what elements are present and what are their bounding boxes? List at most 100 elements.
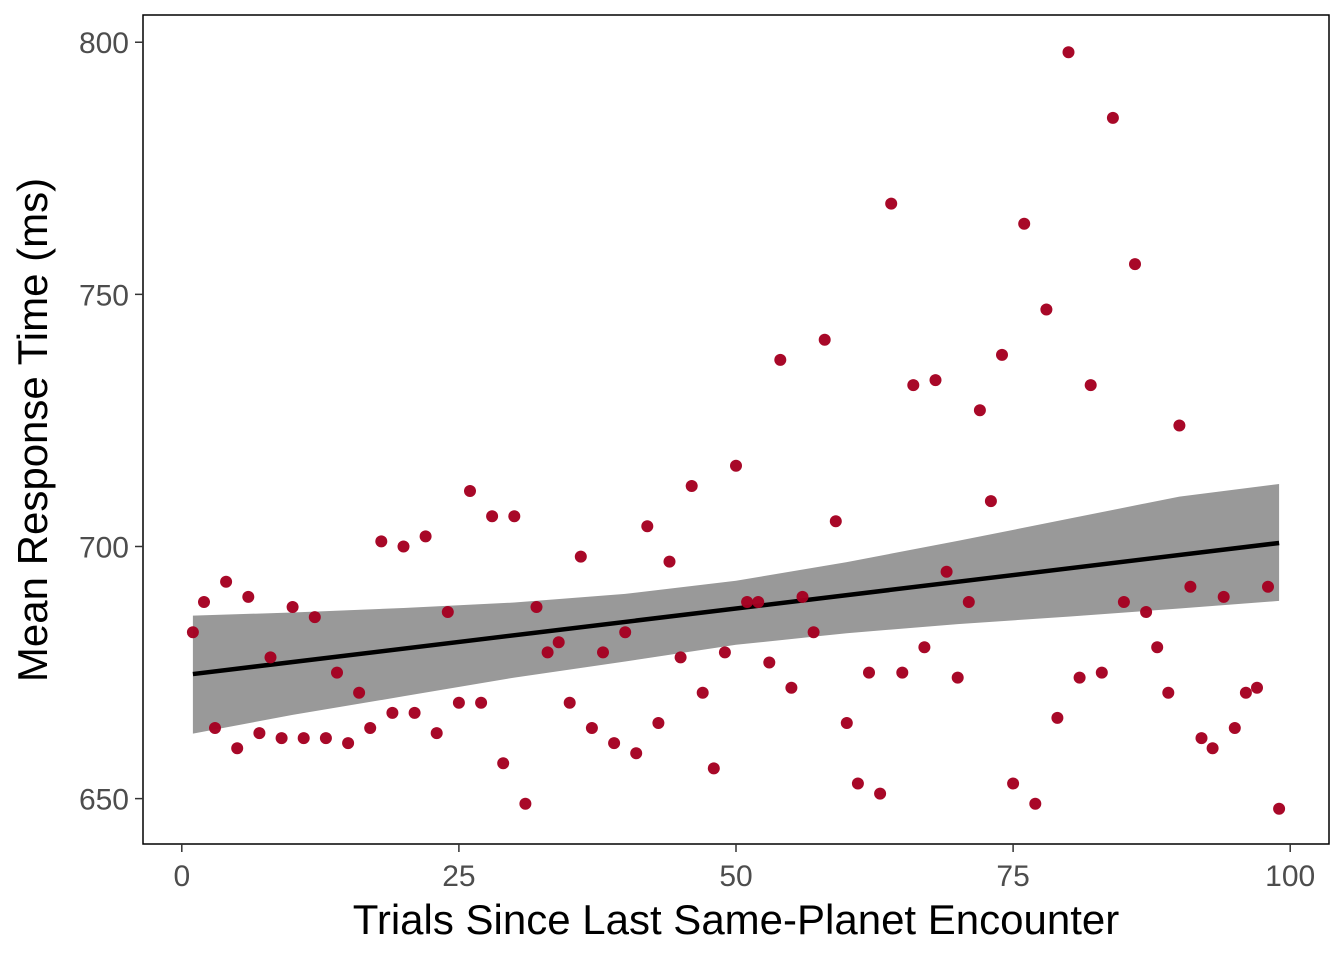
data-point <box>597 646 609 659</box>
data-point <box>209 722 221 734</box>
data-point <box>707 762 720 775</box>
data-point <box>541 646 554 659</box>
data-point <box>319 732 332 745</box>
data-point <box>1095 666 1108 679</box>
data-point <box>1251 681 1263 694</box>
data-point <box>785 681 798 694</box>
data-point <box>829 515 842 528</box>
data-point <box>408 706 421 719</box>
data-point <box>198 596 210 608</box>
data-point <box>1018 217 1031 230</box>
data-point <box>896 666 909 679</box>
data-point <box>907 379 920 392</box>
data-point <box>696 686 709 699</box>
points-layer <box>186 46 1286 815</box>
fit-line-layer <box>192 540 1280 677</box>
data-point <box>286 601 299 613</box>
data-point <box>741 596 754 608</box>
data-point <box>397 540 410 553</box>
data-point <box>1151 641 1164 654</box>
data-point <box>619 626 632 639</box>
data-point <box>630 747 643 760</box>
data-point <box>375 535 388 548</box>
data-point <box>984 495 997 508</box>
data-point <box>364 722 377 734</box>
data-point <box>1007 777 1020 790</box>
data-point <box>242 590 255 603</box>
data-point <box>1206 742 1219 755</box>
data-point <box>585 722 598 734</box>
x-tick-label: 50 <box>719 860 752 893</box>
data-point <box>1040 303 1053 316</box>
data-point <box>774 353 787 366</box>
data-point <box>186 626 199 639</box>
y-tick-label: 800 <box>79 27 129 60</box>
data-point <box>464 485 476 497</box>
data-point <box>308 611 321 624</box>
data-point <box>519 797 532 810</box>
data-point <box>863 666 875 679</box>
data-point <box>718 646 731 659</box>
data-point <box>996 348 1008 361</box>
data-point <box>1129 258 1141 271</box>
data-point <box>1029 797 1042 810</box>
data-point <box>663 555 676 568</box>
y-tick-label: 750 <box>79 279 129 312</box>
data-point <box>419 530 432 543</box>
data-point <box>342 737 355 750</box>
data-point <box>608 737 621 750</box>
data-point <box>685 480 698 492</box>
data-point <box>264 651 277 664</box>
x-axis-title: Trials Since Last Same-Planet Encounter <box>353 896 1119 943</box>
y-axis-title: Mean Response Time (ms) <box>9 178 56 682</box>
data-point <box>1140 606 1153 618</box>
data-point <box>441 606 454 618</box>
data-point <box>1273 802 1286 815</box>
x-axis: 0 25 50 75 100 <box>173 844 1315 893</box>
data-point <box>730 459 742 472</box>
data-point <box>297 732 310 745</box>
data-point <box>530 601 543 613</box>
data-point <box>796 590 809 603</box>
data-point <box>1117 596 1130 608</box>
data-point <box>674 651 687 664</box>
data-point <box>430 727 443 740</box>
x-tick-label: 0 <box>173 860 190 893</box>
data-point <box>253 727 266 740</box>
data-point <box>962 596 975 608</box>
data-point <box>951 671 964 684</box>
y-tick-label: 700 <box>79 531 129 564</box>
data-point <box>1195 732 1208 745</box>
data-point <box>1239 686 1252 699</box>
data-point <box>452 696 465 709</box>
data-point <box>973 404 986 417</box>
data-point <box>386 706 399 719</box>
data-point <box>1217 590 1230 603</box>
data-point <box>1062 46 1075 59</box>
x-tick-label: 75 <box>996 860 1029 893</box>
data-point <box>840 717 853 729</box>
data-point <box>752 596 765 608</box>
data-point <box>1228 722 1241 734</box>
data-point <box>508 510 521 523</box>
data-point <box>652 717 665 729</box>
data-point <box>1262 580 1274 593</box>
data-point <box>1184 580 1197 593</box>
data-point <box>331 666 343 679</box>
data-point <box>486 510 499 523</box>
data-point <box>1173 419 1186 432</box>
data-point <box>231 742 244 755</box>
data-point <box>552 636 565 649</box>
data-point <box>220 575 233 588</box>
y-tick-label: 650 <box>79 784 129 817</box>
data-point <box>574 550 587 563</box>
data-point <box>1051 711 1064 724</box>
data-point <box>475 696 488 709</box>
data-point <box>353 686 366 699</box>
data-point <box>818 333 831 346</box>
data-point <box>929 374 942 387</box>
regression-line <box>192 540 1280 677</box>
data-point <box>1084 379 1097 392</box>
y-axis: 650 700 750 800 <box>79 27 143 817</box>
